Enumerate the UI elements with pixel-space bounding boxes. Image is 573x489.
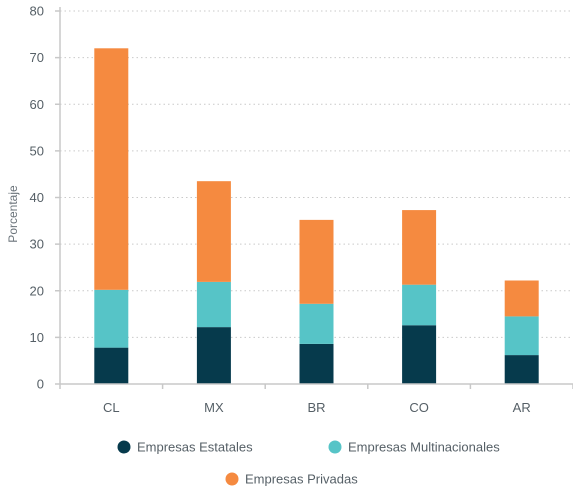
x-tick-label: MX [204,400,224,415]
bar-segment [299,219,334,304]
x-tick-label: CL [103,400,120,415]
legend-label: Empresas Estatales [137,440,253,455]
bar-segment [196,327,231,384]
y-tick-label: 0 [37,377,44,392]
x-tick-label: AR [513,400,531,415]
legend-swatch [117,440,131,454]
y-tick-labels: 0 10 20 30 40 50 60 70 80 [30,4,60,392]
legend-label: Empresas Privadas [245,472,358,487]
y-tick-label: 60 [30,97,44,112]
bar-segment [94,347,129,384]
bar-segment [299,343,334,384]
y-tick-label: 40 [30,190,44,205]
y-tick-label: 80 [30,4,44,19]
axes [59,7,573,385]
bar-segment [504,316,539,356]
bars [94,48,539,384]
bar-segment [94,289,129,348]
legend-swatch [328,440,342,454]
y-tick-label: 20 [30,283,44,298]
x-tick-labels: CL MX BR CO AR [59,384,573,415]
legend: Empresas Estatales Empresas Multinacional… [117,440,500,487]
bar-segment [299,303,334,344]
y-tick-label: 50 [30,143,44,158]
y-tick-label: 10 [30,330,44,345]
y-axis-label: Porcentaje [6,185,20,243]
bar-segment [94,48,129,290]
legend-label: Empresas Multinacionales [348,440,500,455]
bar-segment [196,181,231,282]
y-tick-label: 70 [30,50,44,65]
x-tick-label: BR [307,400,325,415]
x-tick-label: CO [409,400,429,415]
bar-segment [504,280,539,317]
bar-segment [402,210,437,285]
bar-segment [402,284,437,326]
bar-segment [504,355,539,384]
y-tick-label: 30 [30,237,44,252]
bar-segment [402,325,437,384]
bar-segment [196,281,231,328]
legend-swatch [225,472,239,486]
